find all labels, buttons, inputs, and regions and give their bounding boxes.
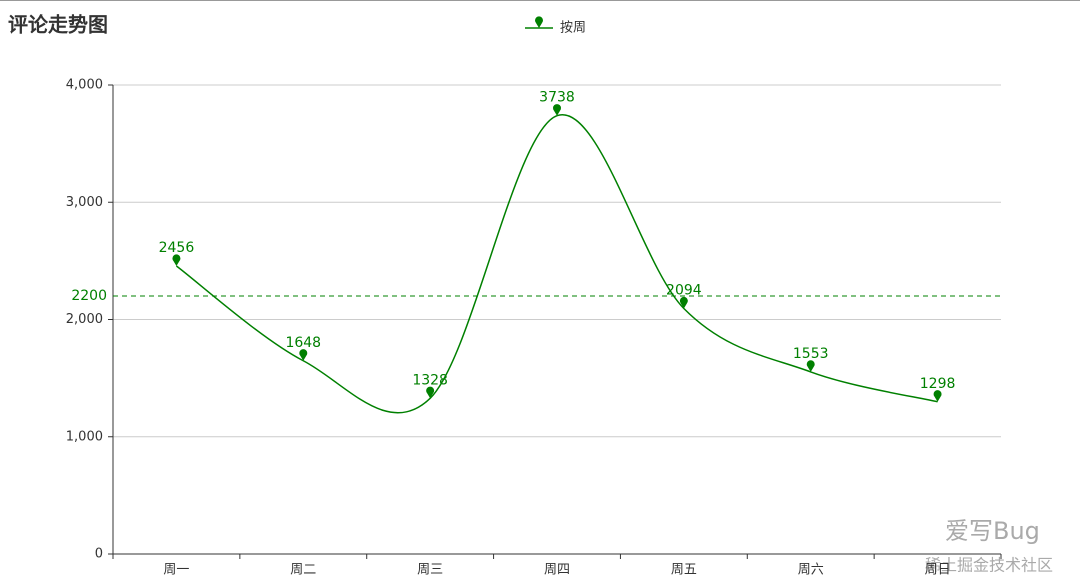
x-tick-label: 周三 — [417, 563, 443, 578]
point-marker — [933, 390, 942, 402]
data-label: 1328 — [412, 372, 448, 388]
legend-marker — [534, 16, 543, 28]
data-label: 2094 — [666, 282, 702, 298]
y-tick-label: 4,000 — [66, 78, 103, 93]
point-marker — [426, 386, 435, 399]
data-label: 1553 — [793, 346, 829, 362]
legend-label: 按周 — [560, 21, 586, 36]
data-label: 2456 — [159, 240, 195, 256]
data-label: 1298 — [920, 376, 956, 392]
watermark-source: 稀土掘金技术社区 — [925, 556, 1053, 575]
data-label: 3738 — [539, 90, 575, 106]
point-marker — [679, 296, 688, 309]
x-tick-label: 周五 — [671, 563, 697, 578]
x-tick-label: 周一 — [163, 563, 189, 578]
y-tick-label: 0 — [95, 547, 103, 562]
x-tick-label: 周六 — [798, 563, 824, 578]
watermark: 爱写Bug — [945, 517, 1040, 545]
x-tick-label: 周日 — [925, 563, 951, 578]
point-marker — [806, 360, 815, 372]
mark-line-label: 2200 — [71, 288, 107, 304]
x-tick-label: 周二 — [290, 563, 316, 578]
point-marker — [553, 104, 561, 116]
x-tick-label: 周四 — [544, 563, 570, 578]
y-tick-label: 2,000 — [66, 312, 103, 327]
series-line — [175, 114, 938, 414]
point-marker — [299, 349, 308, 361]
y-tick-label: 3,000 — [66, 195, 103, 210]
chart-title: 评论走势图 — [8, 13, 108, 37]
y-tick-label: 1,000 — [66, 429, 103, 444]
point-marker — [172, 254, 181, 267]
data-label: 1648 — [285, 335, 321, 351]
